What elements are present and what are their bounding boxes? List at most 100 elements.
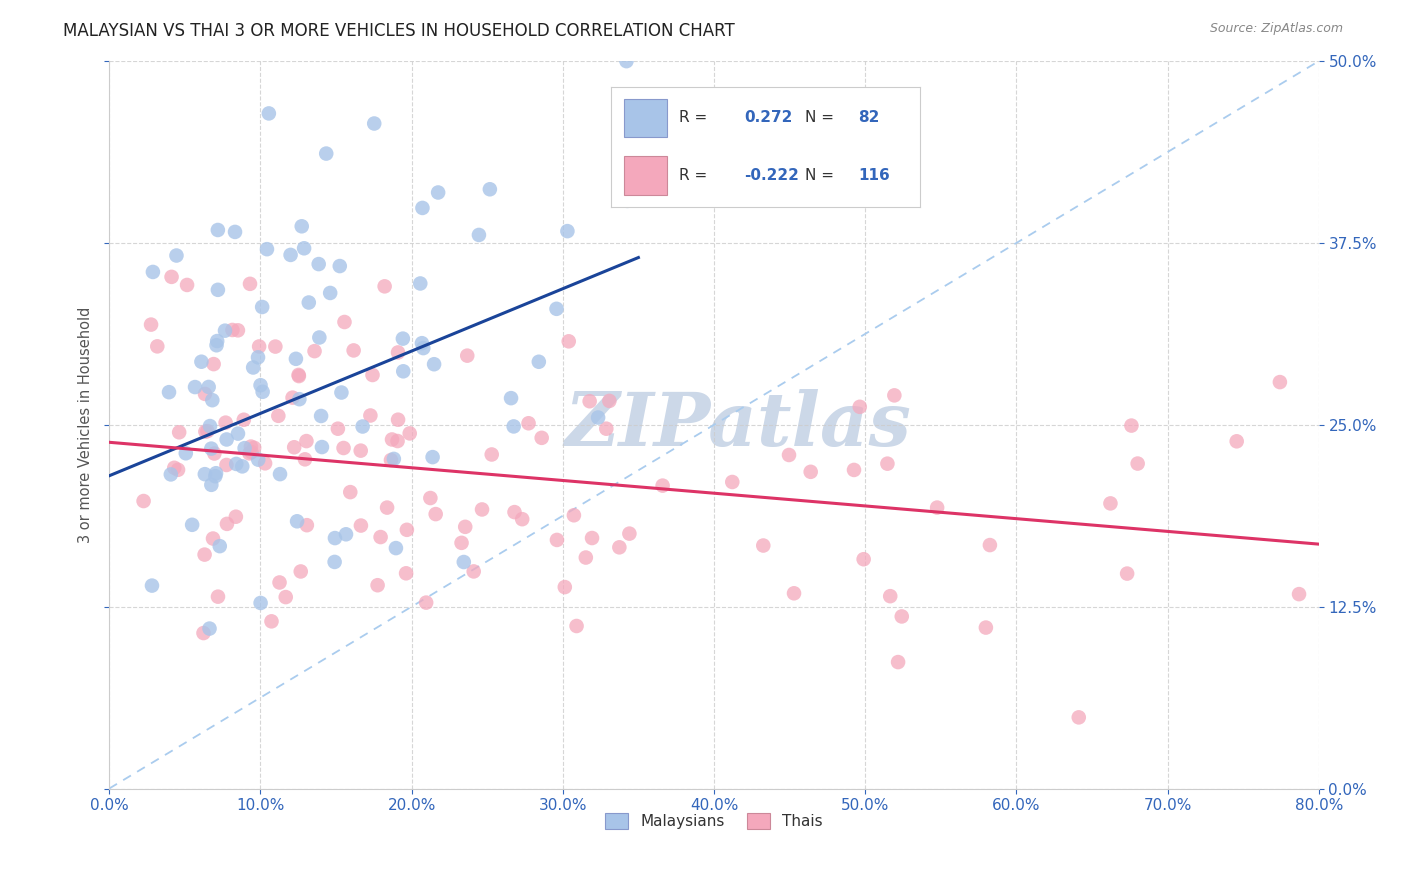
- Point: [132, 494, 155, 508]
- Point: [616, 194, 638, 208]
- Point: [370, 530, 392, 544]
- Point: [387, 434, 409, 448]
- Point: [298, 295, 321, 310]
- Point: [478, 182, 501, 196]
- Point: [224, 225, 246, 239]
- Point: [387, 413, 409, 427]
- Point: [238, 446, 260, 460]
- Point: [207, 283, 229, 297]
- Point: [197, 424, 219, 438]
- Point: [1099, 496, 1122, 510]
- Point: [382, 451, 405, 466]
- Point: [454, 520, 477, 534]
- Point: [232, 413, 254, 427]
- Point: [581, 531, 603, 545]
- Point: [239, 440, 262, 454]
- Point: [283, 440, 305, 454]
- Point: [527, 355, 550, 369]
- Point: [1126, 457, 1149, 471]
- Point: [309, 409, 332, 423]
- Point: [295, 434, 318, 448]
- Point: [290, 565, 312, 579]
- Point: [214, 324, 236, 338]
- Point: [517, 417, 540, 431]
- Point: [842, 463, 865, 477]
- Point: [471, 502, 494, 516]
- Point: [274, 590, 297, 604]
- Text: MALAYSIAN VS THAI 3 OR MORE VEHICLES IN HOUSEHOLD CORRELATION CHART: MALAYSIAN VS THAI 3 OR MORE VEHICLES IN …: [63, 22, 735, 40]
- Point: [247, 452, 270, 467]
- Point: [425, 507, 447, 521]
- Point: [783, 586, 806, 600]
- Point: [530, 431, 553, 445]
- Point: [294, 452, 316, 467]
- Point: [575, 550, 598, 565]
- Point: [848, 400, 870, 414]
- Point: [499, 391, 522, 405]
- Point: [202, 446, 225, 460]
- Point: [194, 467, 217, 482]
- Point: [876, 457, 898, 471]
- Point: [554, 580, 576, 594]
- Point: [398, 426, 420, 441]
- Point: [167, 425, 190, 440]
- Point: [280, 248, 302, 262]
- Point: [374, 279, 396, 293]
- Point: [380, 453, 402, 467]
- Legend: Malaysians, Thais: Malaysians, Thais: [599, 806, 830, 836]
- Point: [247, 339, 270, 353]
- Point: [256, 242, 278, 256]
- Text: Source: ZipAtlas.com: Source: ZipAtlas.com: [1209, 22, 1343, 36]
- Point: [558, 334, 581, 349]
- Point: [215, 433, 238, 447]
- Point: [163, 460, 186, 475]
- Point: [197, 380, 219, 394]
- Point: [141, 579, 163, 593]
- Point: [215, 458, 238, 472]
- Point: [598, 393, 620, 408]
- Point: [193, 626, 215, 640]
- Point: [883, 388, 905, 402]
- Point: [778, 448, 800, 462]
- Point: [879, 589, 901, 603]
- Point: [979, 538, 1001, 552]
- Point: [204, 469, 226, 483]
- Point: [225, 457, 247, 471]
- Point: [239, 277, 262, 291]
- Point: [226, 426, 249, 441]
- Point: [205, 467, 228, 481]
- Point: [974, 621, 997, 635]
- Point: [201, 532, 224, 546]
- Point: [333, 315, 356, 329]
- Point: [208, 539, 231, 553]
- Point: [412, 341, 434, 355]
- Point: [200, 442, 222, 456]
- Point: [247, 351, 270, 365]
- Point: [225, 509, 247, 524]
- Point: [395, 523, 418, 537]
- Point: [595, 422, 617, 436]
- Point: [215, 516, 238, 531]
- Point: [546, 301, 568, 316]
- Point: [409, 277, 432, 291]
- Point: [288, 392, 311, 407]
- Point: [184, 380, 207, 394]
- Point: [586, 410, 609, 425]
- Point: [546, 533, 568, 547]
- Point: [1121, 418, 1143, 433]
- Point: [174, 446, 197, 460]
- Point: [254, 456, 277, 470]
- Point: [166, 248, 188, 262]
- Point: [395, 566, 418, 581]
- Point: [260, 615, 283, 629]
- Point: [557, 224, 579, 238]
- Point: [221, 323, 243, 337]
- Point: [510, 512, 533, 526]
- Point: [295, 518, 318, 533]
- Point: [139, 318, 162, 332]
- Point: [335, 527, 357, 541]
- Point: [481, 448, 503, 462]
- Point: [288, 369, 311, 384]
- Point: [721, 475, 744, 489]
- Point: [381, 433, 404, 447]
